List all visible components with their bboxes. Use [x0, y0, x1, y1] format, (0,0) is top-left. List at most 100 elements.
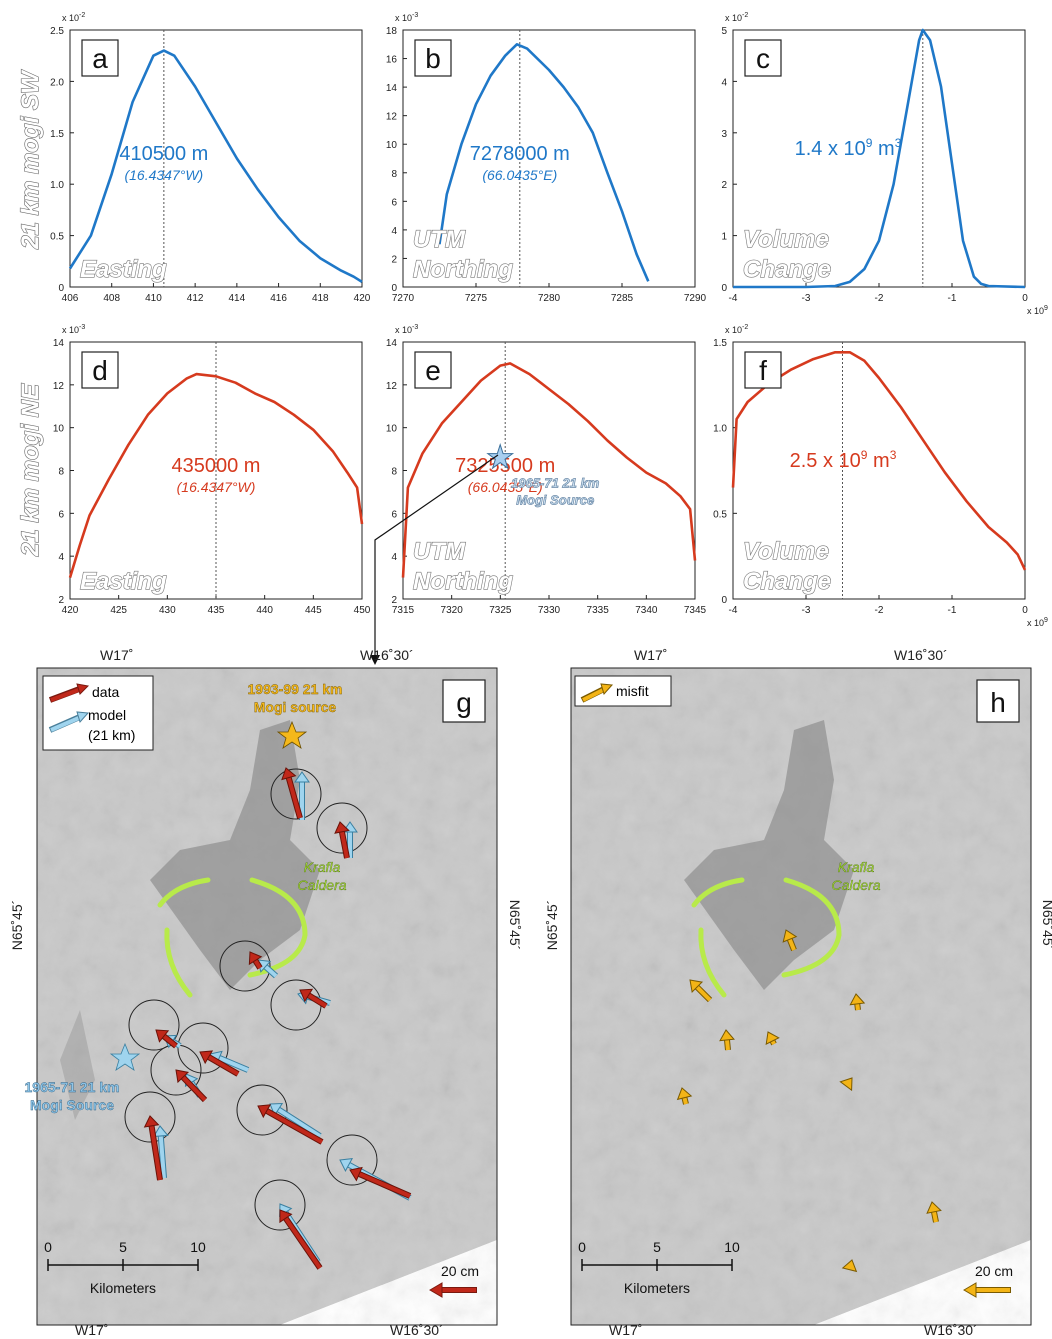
data-arrow-5-shaft — [207, 1055, 240, 1076]
x-tick-label-d-1: 425 — [110, 605, 127, 616]
chart-frame-b — [402, 29, 696, 288]
panel-letter-box-e — [414, 351, 452, 389]
x-tick-label-e-2: 7325 — [489, 605, 512, 616]
map-h-coord-left: N65˚45´ — [544, 900, 560, 951]
map-g-coord-right: N65˚45´ — [507, 900, 523, 951]
misfit-arrow-2-shaft — [855, 1003, 860, 1011]
y-tick-label-c-1: 1 — [721, 232, 727, 243]
series-line-d — [68, 372, 364, 578]
panel-letter-e: e — [425, 355, 441, 386]
row-label-sw: 21 km mogi SW — [17, 69, 44, 250]
legend-data-label: data — [92, 684, 119, 700]
panel-letter-f: f — [759, 355, 767, 386]
y-tick-label-b-2: 4 — [391, 226, 397, 237]
y-tick-label-b-8: 16 — [386, 55, 398, 66]
x-tick-label-d-4: 440 — [256, 605, 273, 616]
scale-g-unit: Kilometers — [90, 1280, 156, 1296]
y-tick-label-e-5: 12 — [386, 381, 398, 392]
x-tick-label-b-1: 7275 — [465, 293, 488, 304]
y-tick-label-a-4: 2.0 — [50, 77, 64, 88]
outline-label-f-1: Change — [743, 568, 831, 595]
map-g-letter-box — [442, 679, 486, 723]
y-tick-label-d-6: 14 — [53, 338, 65, 349]
annotation-d: 435000 m — [172, 455, 261, 477]
map-h-scale-bar: 0 5 10 Kilometers — [578, 1239, 740, 1296]
x-tick-label-b-2: 7280 — [538, 293, 561, 304]
data-arrow-10-shaft — [284, 1217, 322, 1270]
y-tick-label-a-5: 2.5 — [50, 26, 64, 37]
data-arrow-10-head — [279, 1209, 293, 1224]
x-exponent-f: x 109 — [1027, 617, 1048, 628]
panel-letter-a: a — [92, 43, 108, 74]
outline-label-c-1: Change — [743, 256, 831, 283]
y-tick-label-f-0: 0 — [721, 595, 727, 606]
marker-star-e — [486, 442, 515, 470]
charts-area: 406 408 410 412 414 416 418 42000.51.01.52.02.5… — [50, 12, 1048, 628]
x-tick-label-f-0: -4 — [729, 605, 738, 616]
y-tick-label-d-5: 12 — [53, 381, 65, 392]
y-tick-label-d-2: 6 — [58, 509, 64, 520]
x-tick-label-e-1: 7320 — [441, 605, 464, 616]
y-tick-label-b-3: 6 — [391, 197, 397, 208]
data-arrow-0-head — [281, 767, 297, 781]
panel-letter-c: c — [756, 43, 770, 74]
y-tick-label-e-2: 6 — [391, 509, 397, 520]
map-g-source-bottom-l2: Mogi Source — [30, 1097, 114, 1113]
scale-g-10: 10 — [190, 1239, 206, 1255]
scale-h-5: 5 — [653, 1239, 661, 1255]
model-arrow-8-shaft — [158, 1135, 166, 1179]
y-tick-label-b-7: 14 — [386, 83, 398, 94]
data-arrow-6-head — [175, 1069, 190, 1084]
model-arrow-5-shaft — [218, 1056, 249, 1072]
y-tick-label-f-2: 1.0 — [713, 424, 727, 435]
map-g-letter: g — [456, 687, 472, 718]
map-h-lava — [684, 720, 854, 990]
y-tick-label-b-9: 18 — [386, 26, 398, 37]
map-g-lava — [150, 720, 320, 990]
chart-panel-c: -4 -3 -2 -1 0 0 1 2 3 4 5 x 10-2 x 109 c Volume Change 1… — [721, 12, 1048, 316]
y-tick-label-e-4: 10 — [386, 424, 398, 435]
x-tick-label-f-3: -1 — [948, 605, 957, 616]
misfit-arrow-7-head — [926, 1201, 942, 1214]
map-h-coord-right: N65˚45´ — [1040, 900, 1052, 951]
map-g-caldera-l1: Krafla — [304, 859, 341, 875]
x-tick-label-b-3: 7285 — [611, 293, 634, 304]
scale-h-unit: Kilometers — [624, 1280, 690, 1296]
x-tick-label-a-1: 408 — [103, 293, 120, 304]
panel-letter-b: b — [425, 43, 441, 74]
row-label-ne: 21 km mogi NE — [17, 383, 44, 557]
map-h-caldera — [691, 877, 842, 998]
x-tick-label-e-6: 7345 — [684, 605, 707, 616]
y-tick-label-c-3: 3 — [721, 129, 727, 140]
misfit-arrow-6-head — [676, 1087, 693, 1101]
x-tick-label-a-3: 412 — [187, 293, 204, 304]
y-tick-label-c-2: 2 — [721, 180, 727, 191]
map-vectors — [143, 767, 942, 1273]
data-arrow-9-head — [349, 1166, 363, 1182]
x-tick-label-b-4: 7290 — [684, 293, 707, 304]
x-tick-label-d-6: 450 — [354, 605, 371, 616]
map-g-coord-top-left: W17˚ — [100, 647, 133, 663]
map-g-scale-bar: 0 5 10 Kilometers — [44, 1239, 206, 1296]
x-tick-label-a-7: 420 — [354, 293, 371, 304]
y-tick-label-b-4: 8 — [391, 169, 397, 180]
misfit-arrow-0-head — [782, 929, 798, 943]
data-arrow-1-shaft — [339, 831, 349, 859]
data-arrow-1-head — [334, 821, 350, 834]
legend-model-label: model — [88, 707, 126, 723]
panel-letter-box-a — [81, 39, 119, 77]
panel-letter-box-d — [81, 351, 119, 389]
x-tick-label-a-0: 406 — [62, 293, 79, 304]
y-tick-label-a-1: 0.5 — [50, 232, 64, 243]
data-arrow-3-head — [299, 988, 314, 1003]
chart-frame-a — [69, 29, 363, 288]
map-g-coord-bottom-right: W16˚30´ — [390, 1322, 444, 1338]
data-arrow-3-shaft — [307, 993, 328, 1008]
data-arrow-0-shaft — [286, 777, 302, 819]
x-tick-label-e-4: 7335 — [587, 605, 610, 616]
connector-arrowhead — [370, 655, 380, 665]
map-g-legend — [42, 675, 154, 751]
y-tick-label-d-1: 4 — [58, 552, 64, 563]
map-h-letter-box — [976, 679, 1020, 723]
model-arrow-8-head — [152, 1125, 169, 1138]
